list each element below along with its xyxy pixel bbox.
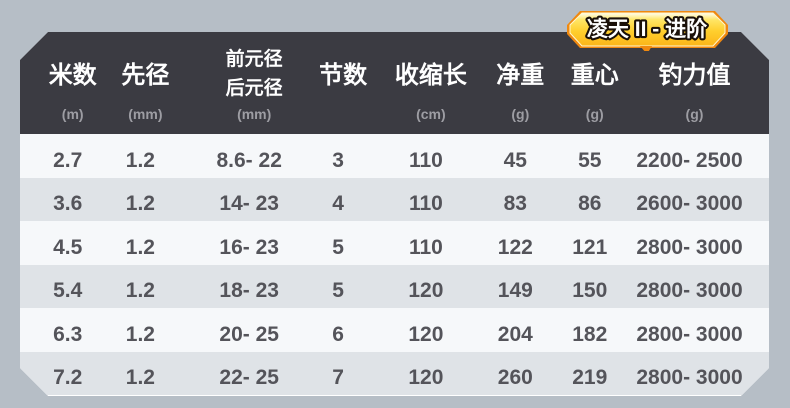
svg-text:凌天 II - 进阶: 凌天 II - 进阶 xyxy=(587,17,708,41)
